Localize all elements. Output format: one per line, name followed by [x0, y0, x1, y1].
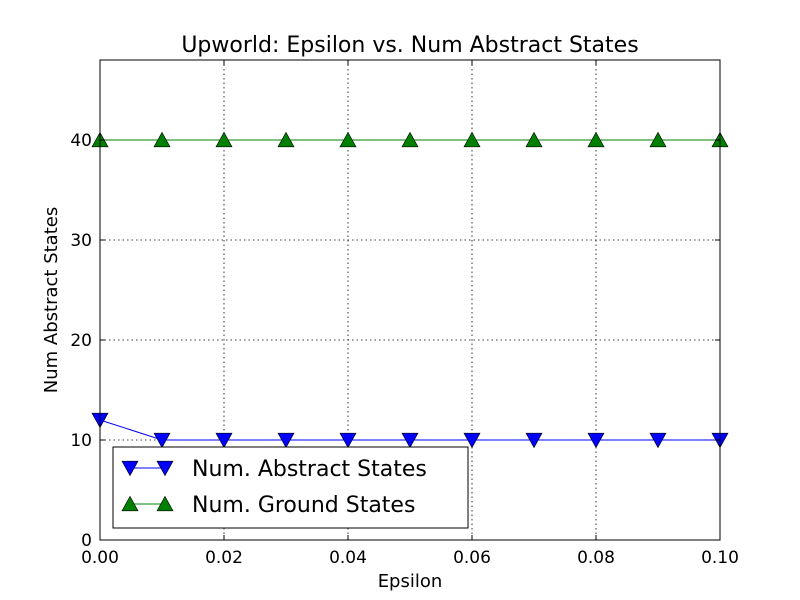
chart-title: Upworld: Epsilon vs. Num Abstract States: [181, 33, 638, 58]
x-tick-label: 0.02: [205, 548, 243, 568]
data-point: [525, 131, 543, 148]
data-point: [339, 432, 357, 449]
data-point: [215, 432, 233, 449]
data-point: [649, 432, 667, 449]
x-tick-label: 0.08: [577, 548, 615, 568]
x-tick-label: 0.06: [453, 548, 491, 568]
x-tick-label: 0.00: [81, 548, 119, 568]
data-point: [463, 432, 481, 449]
data-point: [401, 432, 419, 449]
data-point: [277, 131, 295, 148]
data-point: [401, 131, 419, 148]
data-point: [339, 131, 357, 148]
legend-marker: [121, 495, 139, 512]
x-tick-label: 0.10: [701, 548, 739, 568]
y-tick-label: 0: [81, 531, 92, 551]
x-axis-label: Epsilon: [378, 571, 443, 592]
legend: Num. Abstract States Num. Ground States: [112, 446, 469, 529]
y-tick-label: 30: [70, 231, 92, 251]
data-point: [649, 131, 667, 148]
y-tick-label: 20: [70, 331, 92, 351]
legend-item: Num. Ground States: [121, 493, 415, 518]
data-point: [587, 131, 605, 148]
legend-marker: [156, 460, 174, 477]
legend-label: Num. Abstract States: [192, 457, 427, 482]
legend-box: [112, 446, 469, 529]
legend-label: Num. Ground States: [192, 493, 415, 518]
legend-marker: [121, 460, 139, 477]
data-point: [525, 432, 543, 449]
legend-marker: [156, 495, 174, 512]
legend-item: Num. Abstract States: [121, 457, 427, 482]
plot-frame: [99, 59, 721, 541]
data-point: [153, 432, 171, 449]
data-point: [215, 131, 233, 148]
x-tick-label: 0.04: [329, 548, 367, 568]
plot-series: [91, 131, 729, 449]
data-point: [587, 432, 605, 449]
data-point: [277, 432, 295, 449]
y-tick-label: 40: [70, 131, 92, 151]
y-tick-label: 10: [70, 431, 92, 451]
data-point: [463, 131, 481, 148]
y-axis-label: Num Abstract States: [41, 207, 62, 393]
data-point: [153, 131, 171, 148]
axis-ticks: 0.00 0.02 0.04 0.06 0.08 0.10 0 10 20 30 40: [70, 60, 739, 568]
